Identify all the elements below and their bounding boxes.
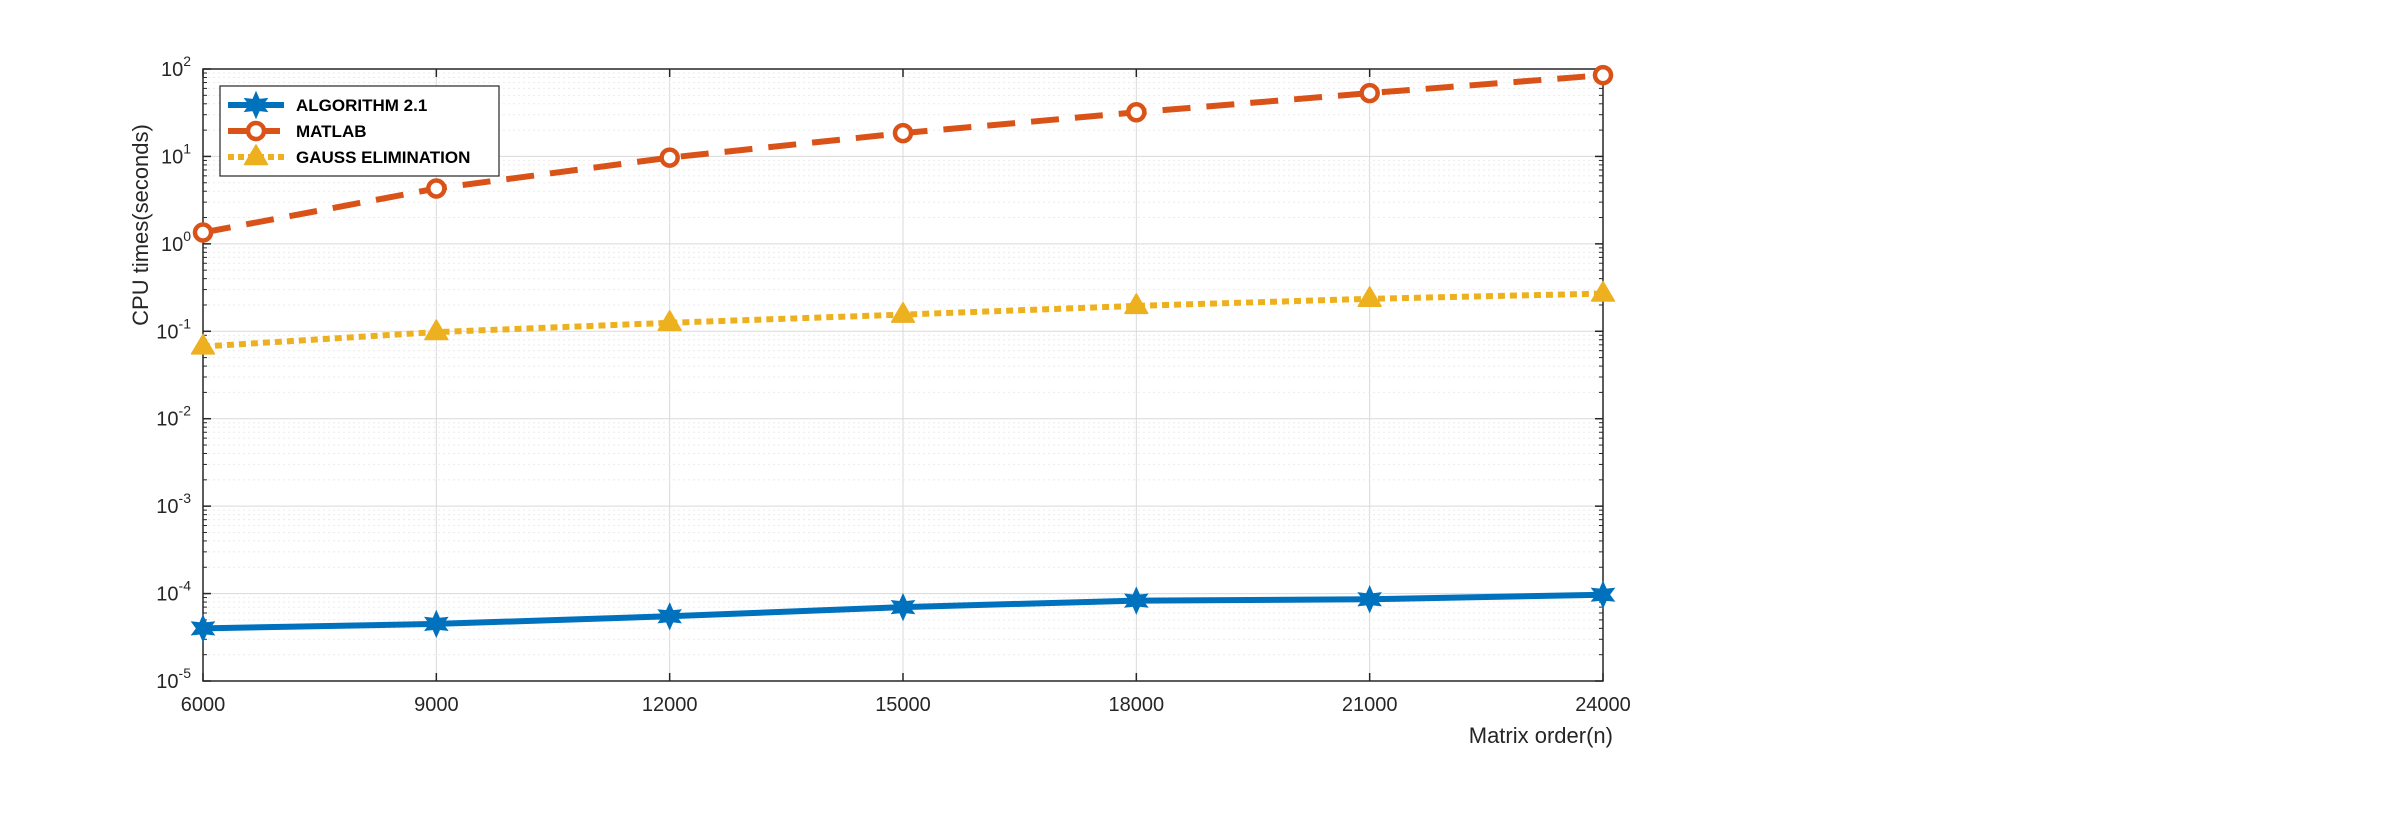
legend-marker [243,90,269,120]
data-point [1590,580,1616,609]
data-point [424,609,449,639]
y-tick-label-base: 10 [156,409,178,431]
y-tick-label: 10-2 [156,403,191,431]
y-tick-label-exponent: -4 [179,578,192,594]
data-point [190,333,216,355]
legend-marker [243,144,269,166]
x-tick-label: 18000 [1109,694,1165,716]
data-point [659,147,680,168]
y-tick-label-exponent: 2 [183,53,191,69]
y-tick-label: 10-3 [156,490,191,518]
series-algorithm-2-1 [190,580,1616,643]
data-point [1126,102,1147,123]
y-tick-label-exponent: -3 [179,490,192,506]
data-point [1357,585,1382,614]
y-tick-label-base: 10 [161,59,183,81]
data-point [1357,286,1382,308]
y-tick-label-base: 10 [156,584,178,606]
legend-label: ALGORITHM 2.1 [296,96,427,115]
axis-ticks: 6000 9000 12000 15000 18000 21000 2400010-510-… [156,53,1631,716]
x-tick-label: 21000 [1342,694,1398,716]
y-tick-label-exponent: 1 [183,140,191,156]
x-tick-label: 24000 [1575,694,1631,716]
y-tick-label: 100 [161,228,191,256]
y-tick-label: 102 [161,53,191,81]
y-tick-label: 10-5 [156,665,191,693]
legend: ALGORITHM 2.1 MATLAB GAUSS ELIMINATION [219,85,500,177]
data-point [890,301,916,323]
data-point [657,602,682,631]
y-tick-label-base: 10 [156,321,178,343]
x-tick-label: 15000 [875,694,931,716]
data-point [190,614,216,643]
y-tick-label: 101 [161,140,191,168]
x-axis-label: Matrix order(n) [1469,723,1613,748]
y-axis-label: CPU times(seconds) [128,124,153,326]
data-point [1124,293,1149,315]
y-tick-label-exponent: -5 [179,665,192,681]
y-tick-label: 10-4 [156,578,191,606]
x-tick-label: 6000 [181,694,226,716]
x-tick-label: 12000 [642,694,698,716]
y-tick-label-exponent: 0 [183,228,191,244]
legend-label: MATLAB [296,122,367,141]
data-point [890,592,916,622]
series-matlab [192,64,1614,243]
data-point [1124,586,1149,615]
data-point [426,178,447,199]
x-tick-label: 9000 [414,694,459,716]
data-point [1359,82,1380,104]
legend-label: GAUSS ELIMINATION [296,148,470,167]
series-layer [190,64,1616,643]
data-point [1592,64,1614,86]
data-point [192,222,214,243]
data-point [892,122,914,144]
y-tick-label-base: 10 [156,496,178,518]
data-point [657,310,682,332]
y-tick-label-exponent: -1 [179,315,192,331]
y-tick-label-base: 10 [161,234,183,256]
y-tick-label: 10-1 [156,315,191,343]
series-gauss-elimination [190,280,1616,355]
data-point [1590,280,1616,302]
y-tick-label-base: 10 [161,146,183,168]
y-tick-label-exponent: -2 [179,403,192,419]
data-point [424,319,449,341]
y-tick-label-base: 10 [156,671,178,693]
legend-marker [245,120,267,142]
